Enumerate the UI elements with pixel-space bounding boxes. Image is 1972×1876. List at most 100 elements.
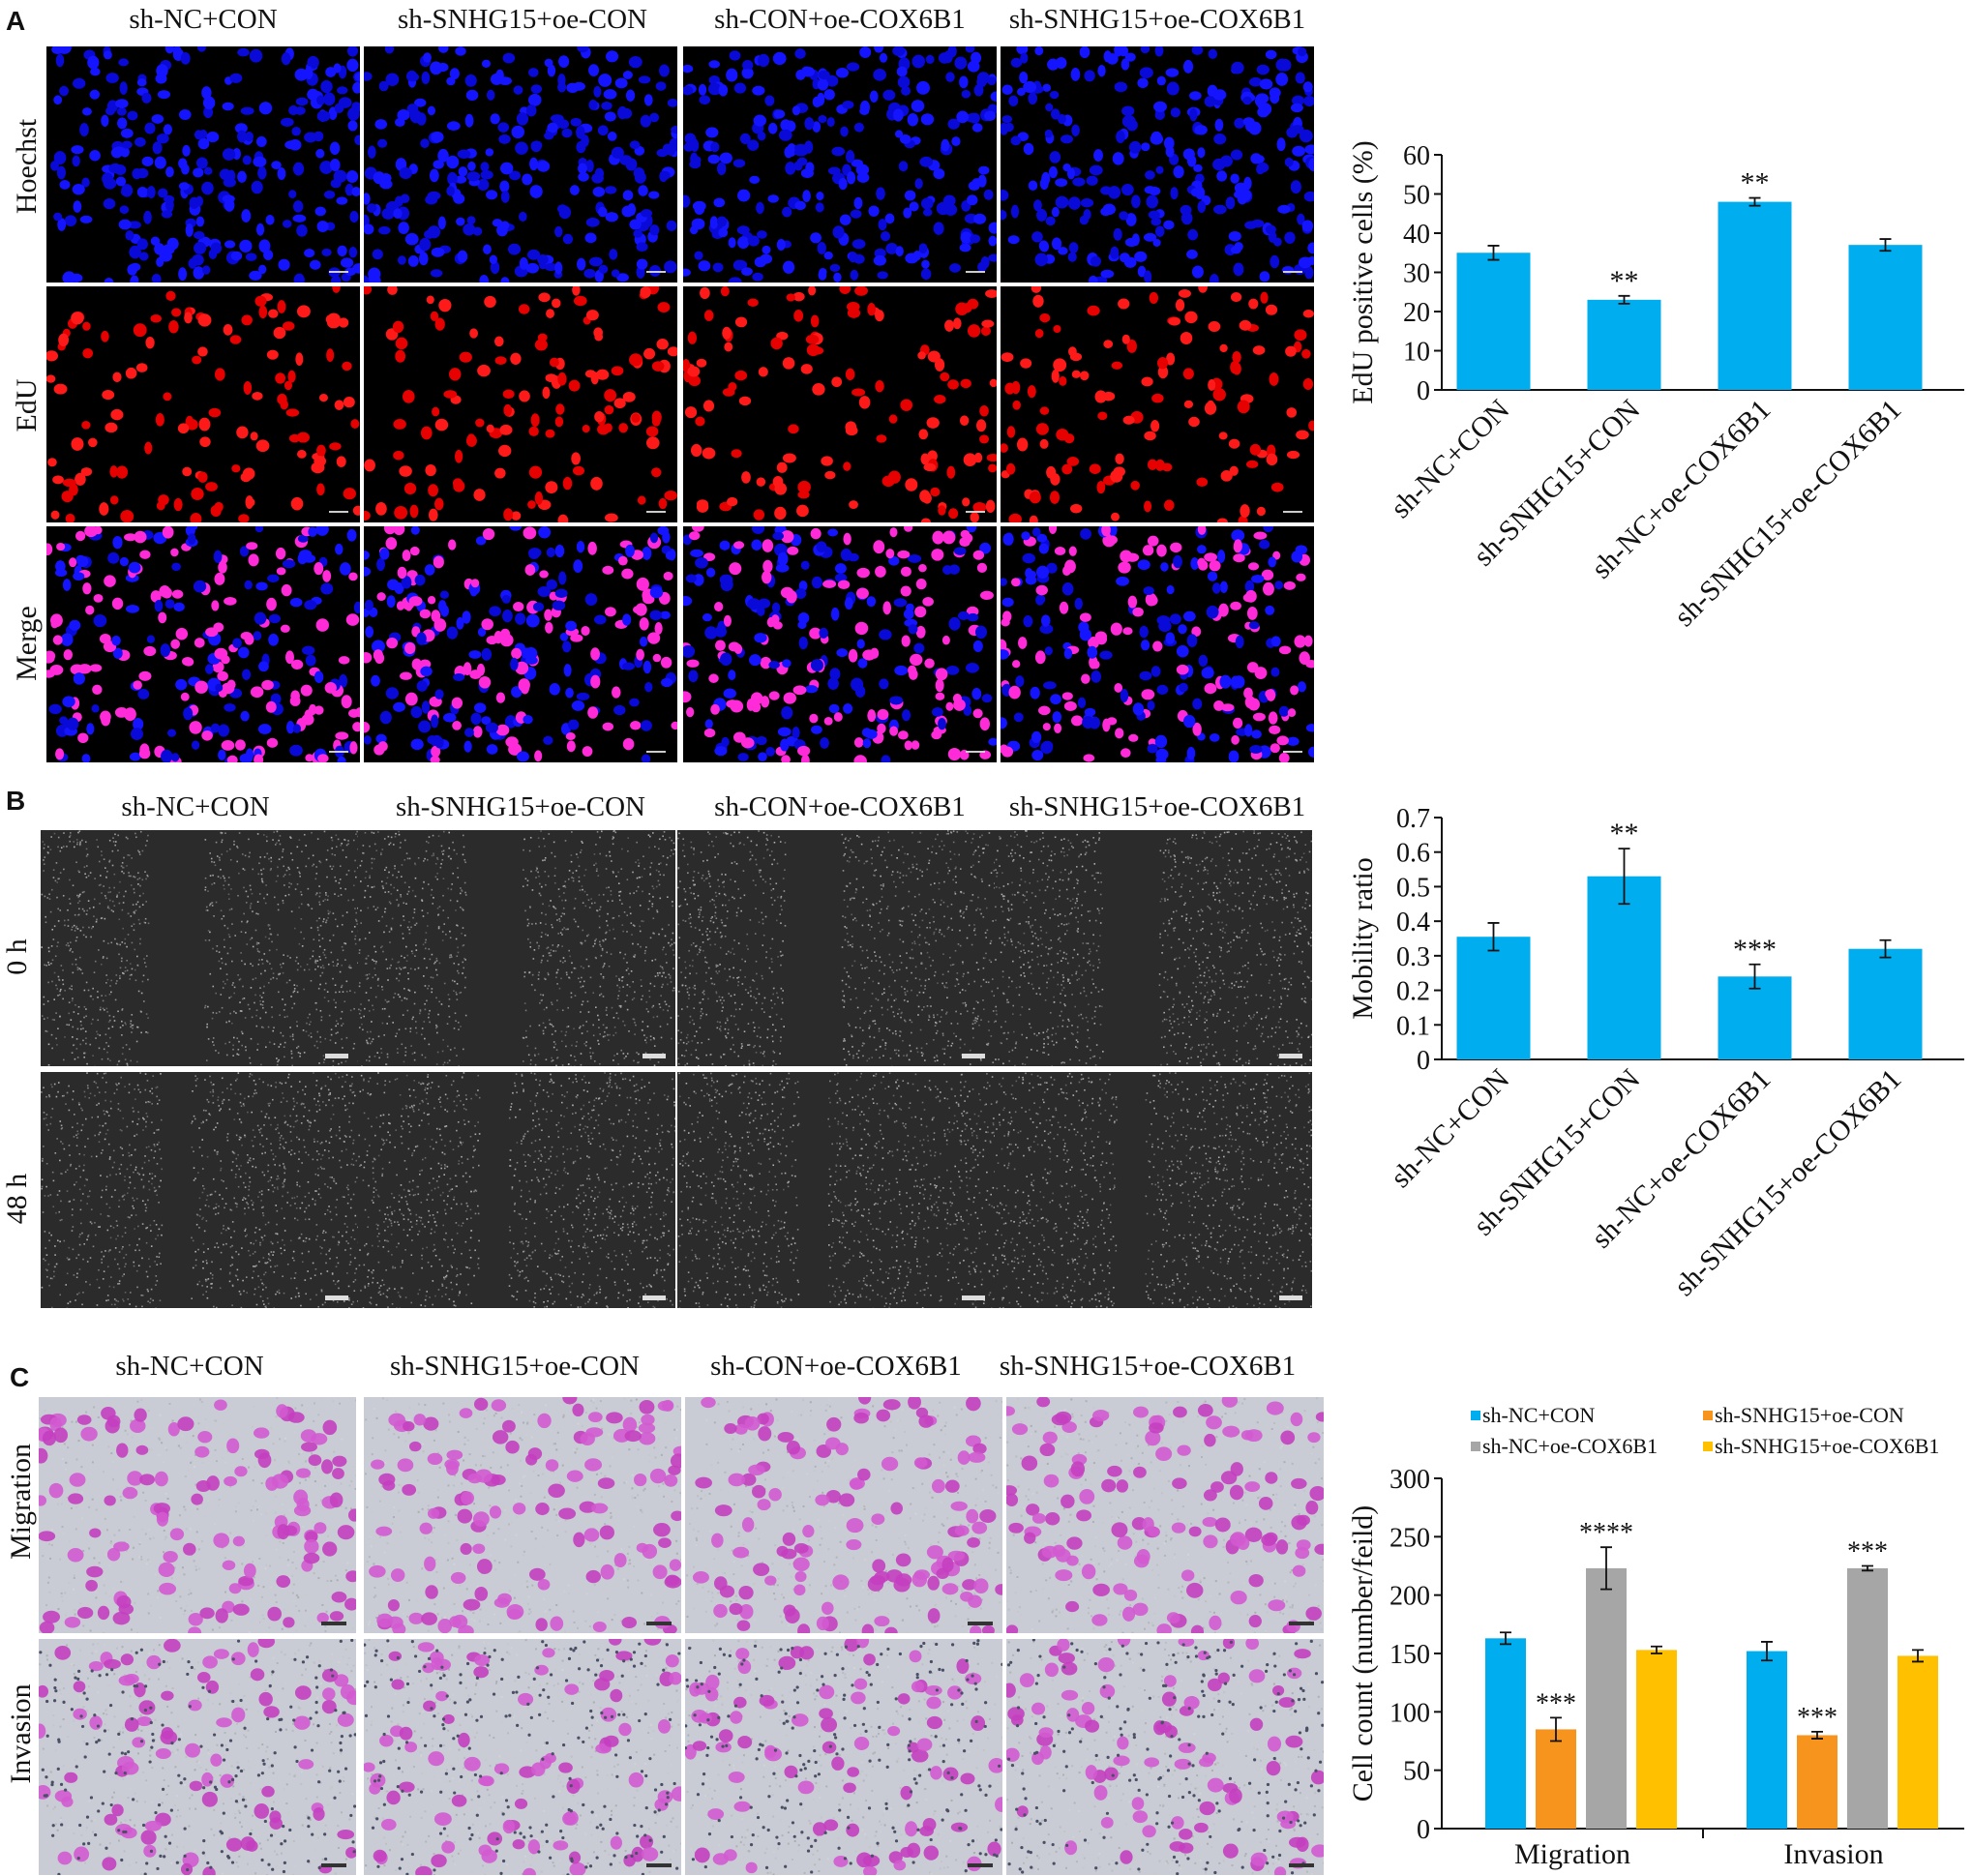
error-bar bbox=[1618, 294, 1630, 305]
transwell-tile-c bbox=[39, 1397, 356, 1633]
y-tick-label: 0 bbox=[1417, 1046, 1430, 1076]
category-label: sh-NC+CON bbox=[1385, 394, 1515, 524]
panel-c-col-title: sh-SNHG15+oe-COX6B1 bbox=[999, 1351, 1297, 1382]
category-label: Migration bbox=[1514, 1838, 1630, 1870]
y-tick-label: 300 bbox=[1389, 1465, 1430, 1495]
microscopy-tile-a bbox=[1001, 526, 1314, 762]
legend-swatch bbox=[1703, 1411, 1713, 1420]
panel-b-col-title: sh-NC+CON bbox=[121, 791, 270, 822]
legend-swatch bbox=[1703, 1442, 1713, 1451]
y-tick-label: 0.7 bbox=[1396, 804, 1430, 834]
chart-c-cell-count: sh-NC+CON sh-SNHG15+oe-CON sh-NC+oe-COX6B1… bbox=[1335, 1403, 1972, 1870]
legend-label: sh-NC+oe-COX6B1 bbox=[1482, 1434, 1658, 1458]
panel-a-row-label: EdU bbox=[11, 378, 43, 432]
scratch-tile-b bbox=[358, 1072, 675, 1308]
panel-a-col-title: sh-SNHG15+oe-COX6B1 bbox=[1008, 4, 1306, 35]
bar bbox=[1586, 1567, 1627, 1829]
error-bar bbox=[1879, 238, 1892, 253]
error-bar bbox=[1862, 1564, 1873, 1572]
bar bbox=[1636, 1650, 1677, 1829]
transwell-tile-c bbox=[364, 1639, 681, 1875]
transwell-tile-c bbox=[1006, 1397, 1324, 1633]
microscopy-tile-a bbox=[46, 526, 360, 762]
bar bbox=[1747, 1651, 1787, 1829]
panel-c-col-title: sh-SNHG15+oe-CON bbox=[389, 1351, 640, 1382]
bar bbox=[1718, 976, 1792, 1059]
scratch-tile-b bbox=[995, 830, 1312, 1066]
scratch-tile-b bbox=[41, 1072, 358, 1308]
panel-c-row-label: Invasion bbox=[5, 1683, 37, 1784]
y-axis-label: Mobility ratio bbox=[1347, 857, 1379, 1020]
significance-label: *** bbox=[1536, 1688, 1576, 1718]
legend-swatch bbox=[1471, 1411, 1480, 1420]
chart-b-mobility-ratio: 0 0.1 0.2 0.3 0.4 0.5 0.6 0.7 Mobility ratio sh-N… bbox=[1335, 803, 1972, 1345]
y-tick-label: 250 bbox=[1389, 1523, 1430, 1553]
error-bar bbox=[1748, 963, 1761, 990]
panel-b-col-title: sh-CON+oe-COX6B1 bbox=[714, 791, 966, 822]
microscopy-tile-a bbox=[683, 526, 997, 762]
error-bar bbox=[1487, 922, 1500, 952]
y-tick-label: 0 bbox=[1417, 1815, 1430, 1845]
y-tick-label: 200 bbox=[1389, 1582, 1430, 1612]
significance-label: *** bbox=[1797, 1703, 1838, 1733]
transwell-tile-c bbox=[685, 1639, 1002, 1875]
panel-c-col-title: sh-NC+CON bbox=[115, 1351, 264, 1382]
microscopy-tile-a bbox=[364, 526, 677, 762]
y-tick-label: 0.6 bbox=[1396, 839, 1430, 869]
y-tick-label: 0.4 bbox=[1396, 908, 1430, 938]
bar bbox=[1718, 201, 1792, 390]
error-bar bbox=[1500, 1631, 1511, 1646]
panel-b-col-title: sh-SNHG15+oe-COX6B1 bbox=[1008, 791, 1306, 822]
panel-letter-b: B bbox=[6, 786, 26, 816]
y-tick-label: 10 bbox=[1403, 338, 1430, 368]
microscopy-tile-a bbox=[364, 46, 677, 283]
panel-c-col-title: sh-CON+oe-COX6B1 bbox=[710, 1351, 962, 1382]
category-label: sh-SNHG15+oe-COX6B1 bbox=[1668, 1063, 1907, 1302]
scratch-tile-b bbox=[995, 1072, 1312, 1308]
significance-label: ** bbox=[1741, 167, 1770, 199]
bar bbox=[1456, 937, 1531, 1059]
error-bar bbox=[1912, 1649, 1924, 1663]
y-tick-label: 0.5 bbox=[1396, 873, 1430, 903]
bar bbox=[1897, 1655, 1938, 1829]
y-tick-label: 30 bbox=[1403, 259, 1430, 289]
panel-a-col-title: sh-CON+oe-COX6B1 bbox=[714, 4, 966, 35]
error-bar bbox=[1487, 245, 1500, 261]
scratch-tile-b bbox=[677, 1072, 995, 1308]
y-tick-label: 50 bbox=[1403, 1757, 1430, 1787]
panel-a-row-label: Hoechst bbox=[11, 118, 43, 215]
error-bar bbox=[1651, 1645, 1662, 1654]
panel-a-col-title: sh-SNHG15+oe-CON bbox=[397, 4, 647, 35]
chart-a-edu-positive: 0 10 20 30 40 50 60 EdU positive cells (%) sh-NC… bbox=[1335, 116, 1972, 658]
significance-label: *** bbox=[1733, 934, 1777, 966]
bar bbox=[1848, 245, 1923, 390]
category-label: sh-NC+CON bbox=[1385, 1063, 1515, 1194]
transwell-tile-c bbox=[685, 1397, 1002, 1633]
transwell-tile-c bbox=[364, 1397, 681, 1633]
y-tick-label: 20 bbox=[1403, 298, 1430, 328]
category-label: Invasion bbox=[1783, 1838, 1883, 1870]
panel-a-row-label: Merge bbox=[11, 606, 43, 681]
panel-letter-a: A bbox=[6, 6, 26, 36]
y-tick-label: 0.3 bbox=[1396, 942, 1430, 972]
y-tick-label: 0.1 bbox=[1396, 1011, 1430, 1041]
y-tick-label: 40 bbox=[1403, 220, 1430, 250]
panel-letter-c: C bbox=[10, 1362, 30, 1392]
bar bbox=[1587, 876, 1661, 1059]
microscopy-tile-a bbox=[46, 46, 360, 283]
transwell-tile-c bbox=[39, 1639, 356, 1875]
microscopy-tile-a bbox=[1001, 46, 1314, 283]
bar bbox=[1587, 299, 1661, 390]
scratch-tile-b bbox=[41, 830, 358, 1066]
y-tick-label: 0 bbox=[1417, 376, 1430, 406]
bar bbox=[1848, 948, 1923, 1059]
y-tick-label: 60 bbox=[1403, 141, 1430, 171]
microscopy-tile-a bbox=[1001, 286, 1314, 522]
panel-c-row-label: Migration bbox=[5, 1444, 37, 1560]
error-bar bbox=[1600, 1546, 1612, 1591]
y-axis-label: Cell count (number/feild) bbox=[1347, 1505, 1379, 1802]
significance-label: **** bbox=[1579, 1518, 1633, 1548]
microscopy-tile-a bbox=[46, 286, 360, 522]
y-tick-label: 0.2 bbox=[1396, 977, 1430, 1007]
error-bar bbox=[1618, 848, 1630, 906]
